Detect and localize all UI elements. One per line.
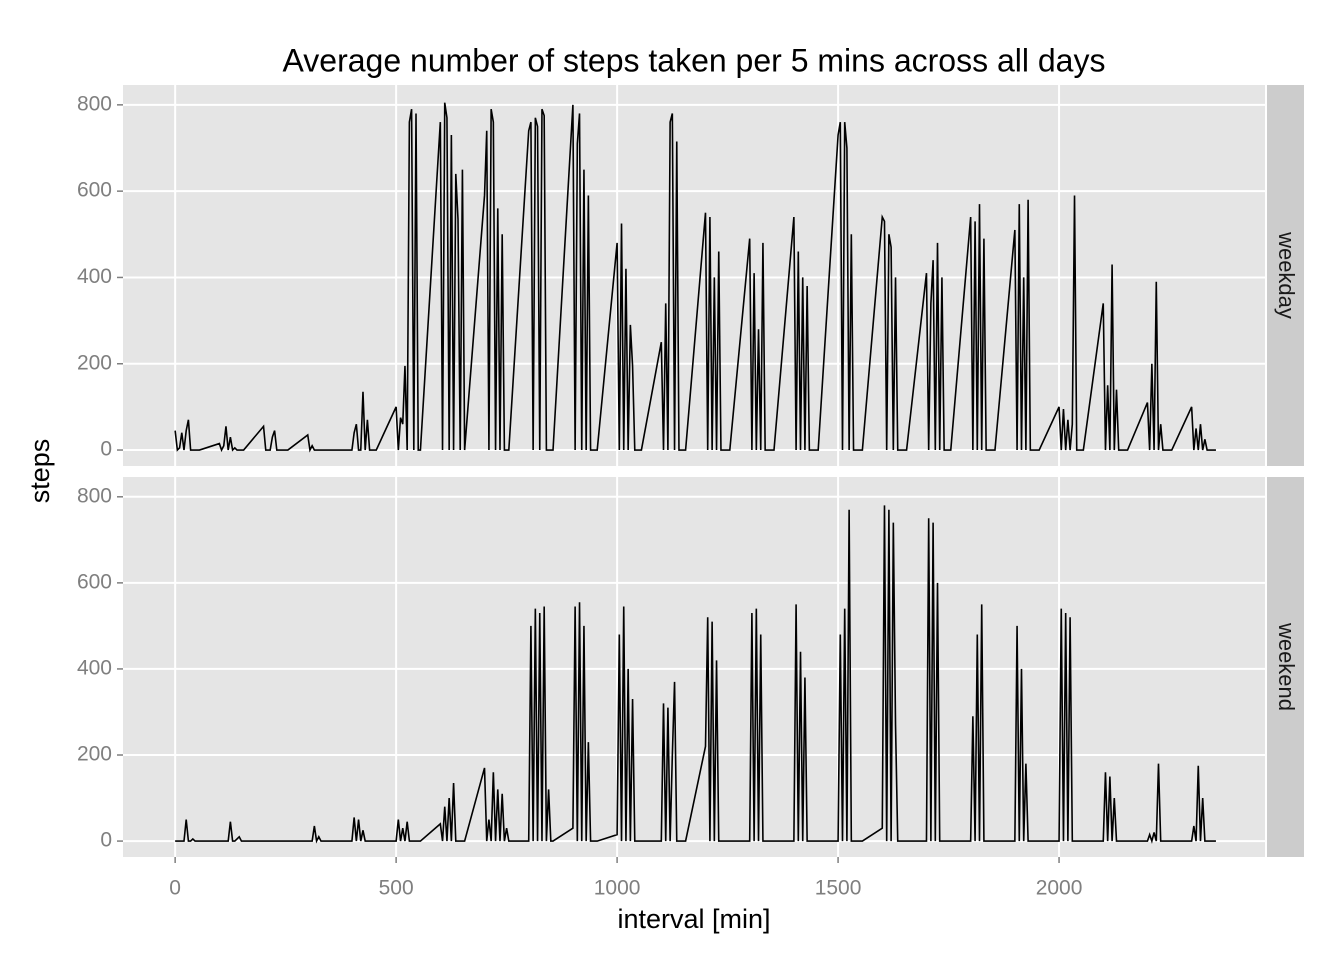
series-line <box>175 505 1216 844</box>
y-tick-label: 0 <box>100 438 112 461</box>
y-tick-label: 800 <box>77 484 112 507</box>
y-tick-label: 400 <box>77 656 112 679</box>
panel-background <box>123 85 1265 466</box>
chart-title: Average number of steps taken per 5 mins… <box>283 42 1106 78</box>
facet-strip <box>1267 477 1304 857</box>
y-tick-label: 200 <box>77 351 112 374</box>
x-tick-label: 500 <box>379 877 414 900</box>
y-tick-label: 400 <box>77 265 112 288</box>
y-tick-label: 800 <box>77 92 112 115</box>
y-axis-label: steps <box>25 439 55 504</box>
facet-label: weekday <box>1274 231 1299 319</box>
series-line <box>174 102 1216 453</box>
y-tick-label: 600 <box>77 179 112 202</box>
x-tick-label: 1000 <box>594 877 641 900</box>
facet-label: weekend <box>1274 622 1299 711</box>
x-tick-label: 2000 <box>1036 877 1083 900</box>
y-tick-label: 600 <box>77 570 112 593</box>
facet-strip <box>1267 85 1304 466</box>
x-axis-label: interval [min] <box>617 904 770 934</box>
x-tick-label: 1500 <box>815 877 862 900</box>
y-tick-label: 200 <box>77 743 112 766</box>
y-tick-label: 0 <box>100 829 112 852</box>
x-tick-label: 0 <box>169 877 181 900</box>
panel-background <box>123 477 1265 857</box>
